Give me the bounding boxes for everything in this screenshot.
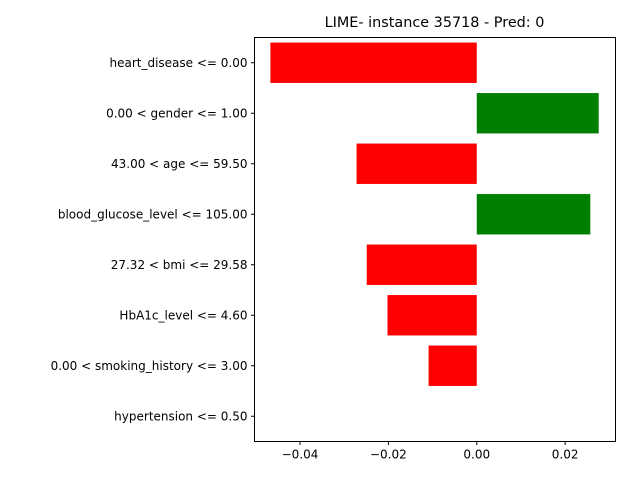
- x-ticks: −0.04 −0.02 0.00 0.02: [282, 441, 579, 462]
- x-tick-label-2: 0.00: [463, 448, 490, 462]
- bars-group: [270, 42, 599, 386]
- bar-0: [270, 42, 477, 83]
- y-tick-label-0: heart_disease <= 0.00: [109, 56, 247, 70]
- y-tick-label-4: 27.32 < bmi <= 29.58: [111, 258, 248, 272]
- chart-title: LIME- instance 35718 - Pred: 0: [325, 15, 545, 31]
- y-tick-label-1: 0.00 < gender <= 1.00: [106, 106, 247, 120]
- bar-2: [356, 143, 477, 184]
- y-tick-label-7: hypertension <= 0.50: [114, 409, 247, 423]
- y-tick-label-3: blood_glucose_level <= 105.00: [58, 207, 248, 221]
- x-tick-label-3: 0.02: [552, 448, 579, 462]
- bar-6: [428, 345, 477, 386]
- y-tick-label-5: HbA1c_level <= 4.60: [119, 308, 247, 322]
- bar-4: [366, 244, 477, 285]
- bar-5: [387, 295, 477, 336]
- x-tick-label-0: −0.04: [282, 448, 319, 462]
- y-tick-labels: heart_disease <= 0.00 0.00 < gender <= 1.…: [51, 56, 255, 423]
- x-tick-label-1: −0.02: [370, 448, 407, 462]
- y-tick-label-2: 43.00 < age <= 59.50: [111, 157, 247, 171]
- y-tick-label-6: 0.00 < smoking_history <= 3.00: [51, 359, 248, 373]
- bar-3: [476, 194, 591, 235]
- plot-frame: [254, 37, 616, 442]
- bar-1: [476, 93, 599, 134]
